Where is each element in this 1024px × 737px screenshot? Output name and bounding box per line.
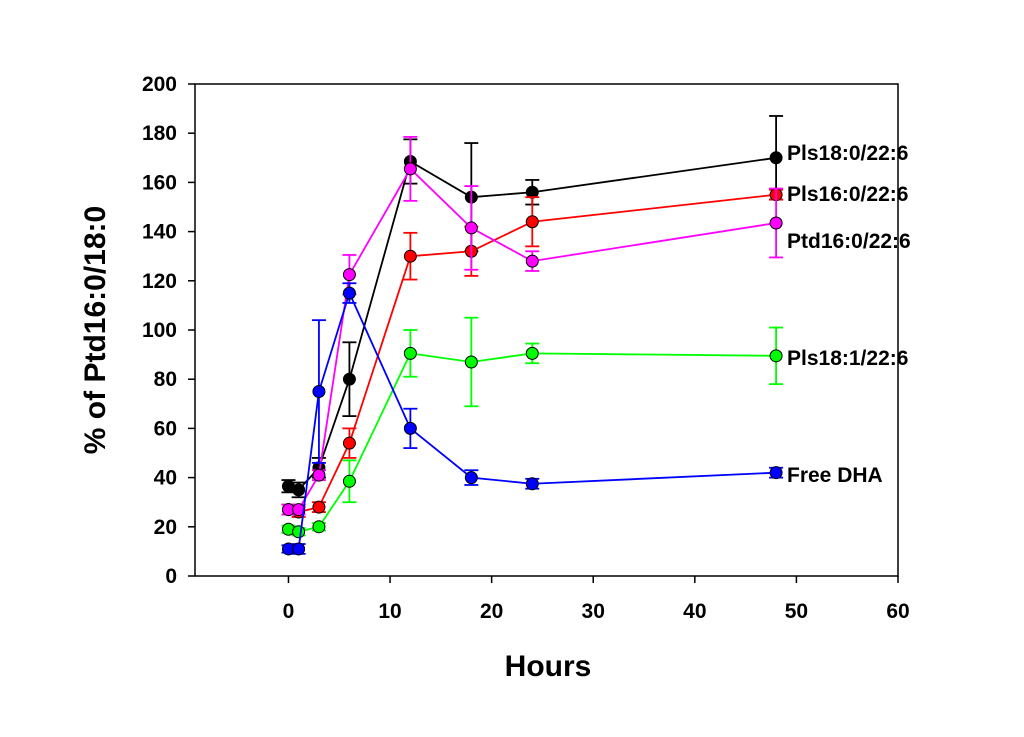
x-tick-label: 40 [683, 600, 706, 623]
data-point [342, 474, 356, 488]
data-point [342, 268, 356, 282]
data-point [292, 525, 306, 539]
y-axis-label: % of Ptd16:0/18:0 [79, 206, 112, 454]
x-axis: 0 10 20 30 40 50 60 [283, 576, 910, 623]
data-point [525, 215, 539, 229]
data-point [312, 468, 326, 482]
x-tick-label: 50 [785, 600, 808, 623]
data-point [464, 471, 478, 485]
data-point [525, 477, 539, 491]
series-label: Pls16:0/22:6 [787, 183, 908, 206]
data-point [403, 162, 417, 176]
y-axis: 0 20 40 60 80 100 120 140 160 180 200 [142, 73, 195, 588]
series-4 [281, 282, 784, 556]
data-point [292, 503, 306, 517]
series-label: Pls18:0/22:6 [787, 142, 908, 165]
x-tick-label: 0 [283, 600, 295, 623]
data-point [403, 346, 417, 360]
series-0 [281, 115, 784, 499]
y-tick-label: 20 [154, 516, 177, 539]
data-point [769, 216, 783, 230]
y-tick-label: 140 [142, 221, 177, 244]
series-line [288, 352, 777, 533]
y-tick-label: 80 [154, 368, 177, 391]
data-point [769, 151, 783, 165]
data-point [342, 372, 356, 386]
data-point [342, 286, 356, 300]
y-tick-label: 120 [142, 270, 177, 293]
x-axis-label: Hours [505, 650, 592, 683]
data-point [292, 542, 306, 556]
series-label: Pls18:1/22:6 [787, 347, 908, 370]
data-point [525, 254, 539, 268]
data-point [403, 249, 417, 263]
y-tick-label: 60 [154, 417, 177, 440]
series-layer [281, 115, 784, 556]
y-tick-label: 100 [142, 319, 177, 342]
y-tick-label: 0 [165, 565, 177, 588]
data-point [769, 466, 783, 480]
x-tick-label: 20 [480, 600, 503, 623]
data-point [464, 221, 478, 235]
x-tick-label: 10 [378, 600, 401, 623]
series-label: Free DHA [787, 464, 883, 487]
series-3 [281, 316, 784, 539]
y-tick-label: 200 [142, 73, 177, 96]
y-tick-label: 40 [154, 467, 177, 490]
data-point [312, 385, 326, 398]
data-point [769, 349, 783, 363]
data-point [403, 421, 417, 435]
x-tick-label: 60 [886, 600, 909, 623]
x-tick-label: 30 [582, 600, 605, 623]
data-point [464, 355, 478, 369]
data-point [312, 520, 326, 534]
data-point [312, 500, 326, 514]
series-labels: Pls18:0/22:6 Pls16:0/22:6 Ptd16:0/22:6 Pls1… [787, 142, 911, 487]
data-point [342, 436, 356, 450]
y-tick-label: 160 [142, 171, 177, 194]
data-point [292, 483, 306, 497]
data-point [525, 346, 539, 360]
y-tick-label: 180 [142, 122, 177, 145]
series-line [288, 290, 777, 550]
series-label: Ptd16:0/22:6 [787, 230, 911, 253]
